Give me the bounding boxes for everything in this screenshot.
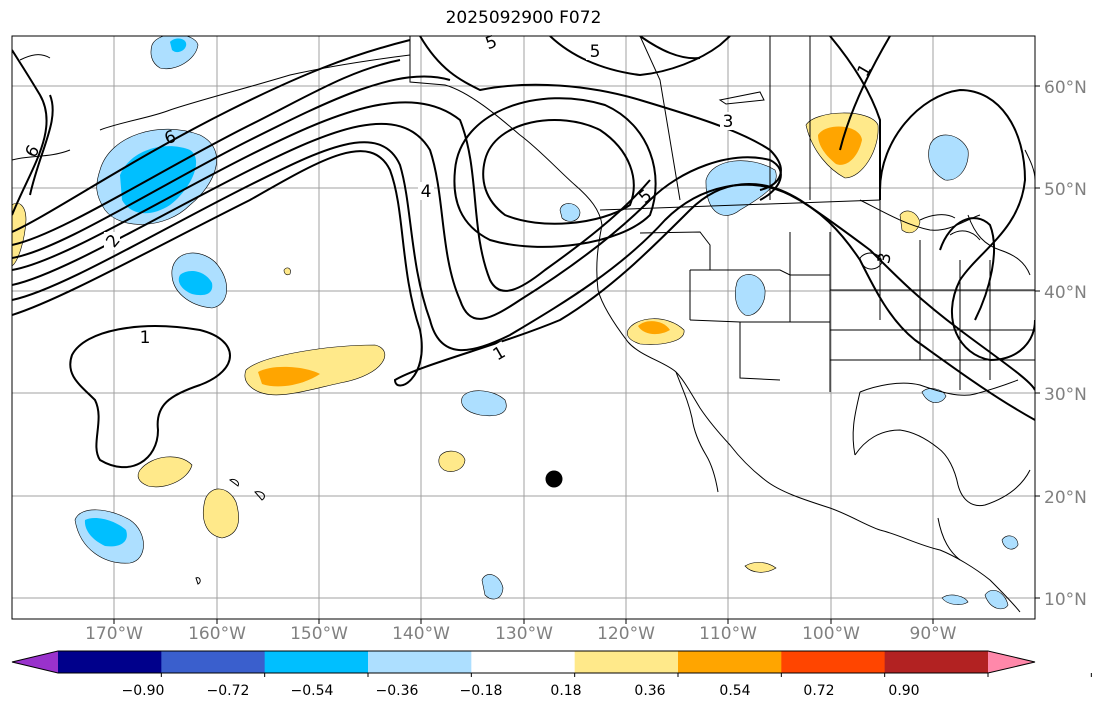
positive-anomaly-blob [283, 267, 291, 276]
coastlines [12, 36, 1035, 613]
lat-label: 60°N [1044, 78, 1087, 98]
lon-label: 140°W [392, 624, 450, 644]
colorbar-tick-label: −0.54 [290, 683, 334, 699]
positive-anomaly-blob [137, 456, 193, 488]
contour-line [12, 59, 401, 246]
lat-label: 30°N [1044, 385, 1087, 405]
colorbar-segment [884, 651, 989, 673]
lon-label: 120°W [597, 624, 655, 644]
contour-label: 1 [853, 61, 876, 80]
colorbar-segment [264, 651, 369, 673]
contour-label: 3 [723, 112, 734, 132]
contour-line [939, 217, 996, 321]
negative-anomaly-blob [928, 134, 969, 181]
lon-label: 160°W [188, 624, 246, 644]
colorbar-tick-label: −0.36 [375, 683, 419, 699]
colorbar-tick-label: −0.72 [206, 683, 250, 699]
axis-ticks [113, 85, 1040, 624]
negative-anomaly-blob [941, 594, 969, 605]
contour-line [12, 75, 451, 259]
colorbar-segment [58, 651, 162, 673]
map-canvas: 1 1 1 2 3 3 4 5 5 5 6 6 [11, 32, 1040, 624]
colorbar-tick-label: 0.54 [719, 683, 751, 699]
lat-label: 50°N [1044, 180, 1087, 200]
contour-line [839, 36, 891, 151]
contour-line [12, 39, 411, 233]
contour-line [12, 101, 651, 292]
colorbar-tick-label: −0.18 [459, 683, 503, 699]
lon-label: 150°W [290, 624, 348, 644]
colorbar-segment [161, 651, 266, 673]
contour-label: 4 [421, 182, 432, 202]
negative-anomaly-blob [921, 388, 947, 403]
positive-anomaly-blob [744, 562, 777, 573]
lon-label: 100°W [802, 624, 860, 644]
contour-line [453, 97, 657, 248]
positive-anomaly-blob [202, 488, 239, 539]
contour-label: 3 [874, 251, 896, 265]
negative-anomaly-blob [559, 203, 581, 222]
contour-line [12, 150, 1035, 391]
colorbar-extend-min [12, 651, 58, 673]
contour-line [419, 36, 782, 191]
positive-anomaly-core [818, 126, 862, 165]
lat-label: 10°N [1044, 590, 1087, 610]
negative-anomaly-blob [984, 590, 1009, 610]
lon-label: 130°W [495, 624, 553, 644]
negative-anomaly-core [84, 518, 127, 547]
lon-label: 170°W [85, 624, 143, 644]
colorbar-segment [781, 651, 886, 673]
colorbar-segment [471, 651, 576, 673]
lon-label: 90°W [909, 624, 957, 644]
colorbar-extend-max [988, 651, 1035, 673]
colorbar-segment [368, 651, 472, 673]
negative-anomaly-core [170, 38, 187, 53]
map-title: 2025092900 F072 [445, 8, 602, 28]
positive-anomaly-blob [438, 450, 466, 472]
negative-anomaly-blob [461, 390, 507, 417]
negative-anomaly-blob [150, 36, 199, 70]
point-marker [545, 470, 563, 488]
lat-label: 20°N [1044, 488, 1087, 508]
colorbar-segment [574, 651, 679, 673]
negative-anomaly-blob [481, 574, 504, 600]
contour-lines [12, 36, 1035, 469]
anomaly-shading [12, 36, 1019, 610]
colorbar-tick-label: 0.18 [550, 683, 582, 699]
positive-anomaly-core [638, 321, 670, 335]
positive-anomaly-core [258, 366, 320, 387]
contour-line [639, 36, 701, 60]
contour-line [482, 119, 635, 225]
colorbar-tick-label: 0.36 [634, 683, 666, 699]
colorbar-segment [678, 651, 782, 673]
negative-anomaly-blob [1001, 535, 1019, 550]
contour-label: 5 [590, 42, 601, 62]
colorbar-tick-label: 0.72 [803, 683, 835, 699]
contour-label: 1 [140, 328, 151, 348]
contour-line [69, 325, 231, 469]
positive-anomaly-blob [899, 210, 921, 234]
colorbar-tick-label: 0.90 [888, 683, 920, 699]
colorbar [11, 650, 1092, 677]
contour-line [12, 141, 1035, 421]
colorbar-outline [11, 650, 1036, 674]
lon-label: 110°W [699, 624, 757, 644]
negative-anomaly-core [178, 271, 213, 296]
colorbar-tick-label: −0.90 [121, 683, 165, 699]
lat-label: 40°N [1044, 283, 1087, 303]
contour-line [879, 88, 1035, 362]
contour-label: 5 [483, 32, 500, 54]
contour-line [12, 122, 782, 320]
contour-line [12, 49, 48, 216]
negative-anomaly-blob [735, 274, 766, 316]
contour-line [29, 94, 54, 196]
contour-line [549, 36, 731, 77]
